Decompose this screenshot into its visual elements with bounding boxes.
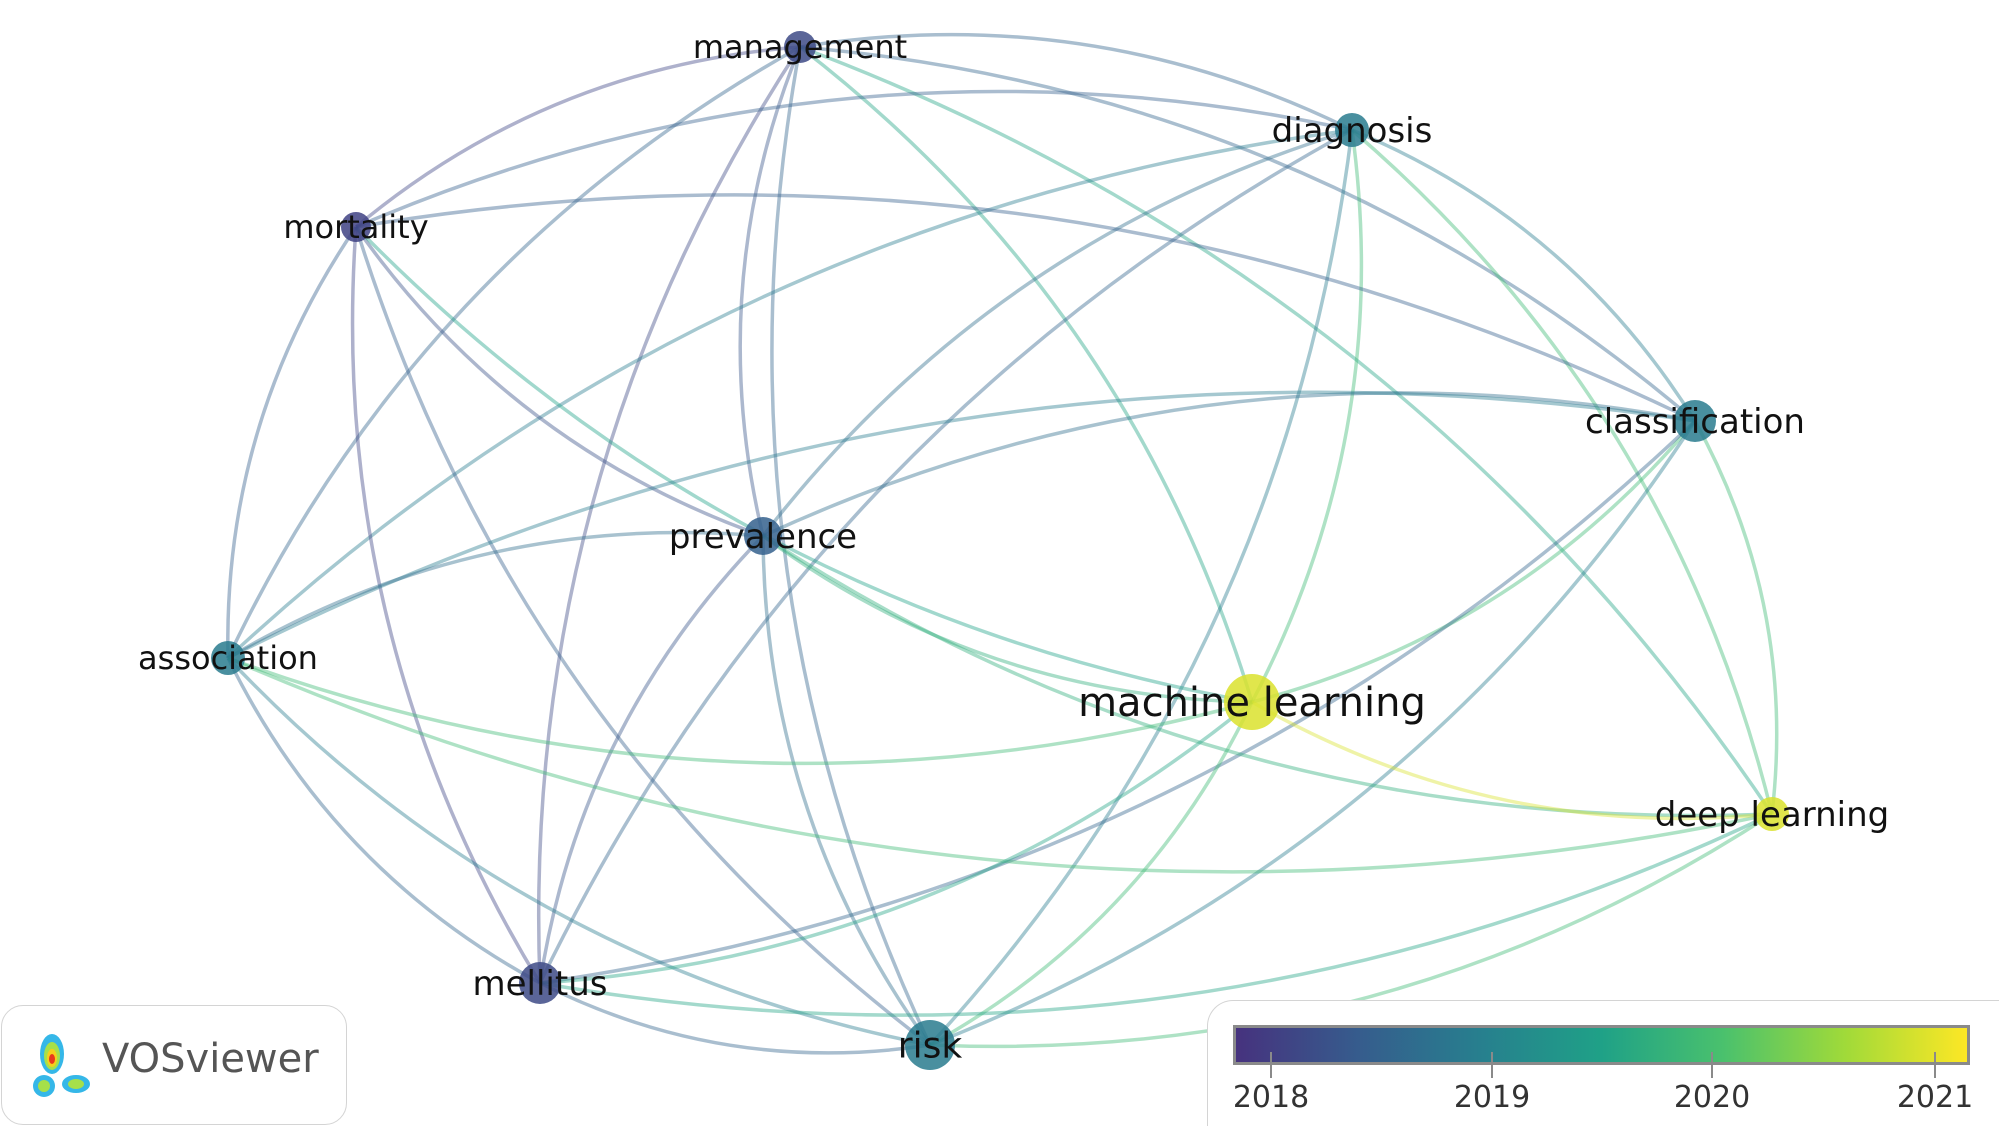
node-mortality[interactable]: [341, 212, 371, 242]
link-mortality-classification: [355, 193, 1696, 423]
vosviewer-logo-icon: [33, 1034, 90, 1097]
link-management-machine_learning: [798, 45, 1254, 703]
node-management[interactable]: [784, 31, 816, 63]
link-association-mellitus: [226, 657, 541, 985]
link-mortality-mellitus: [350, 226, 542, 984]
legend-tick-label: 2021: [1896, 1080, 1974, 1115]
link-classification-mellitus: [539, 419, 1697, 985]
link-diagnosis-deep_learning: [1350, 128, 1774, 815]
logo-text: VOSviewer: [102, 1036, 319, 1082]
link-diagnosis-risk: [928, 129, 1354, 1047]
link-management-risk: [770, 46, 932, 1046]
link-classification-association: [227, 390, 1696, 660]
link-management-diagnosis: [799, 32, 1353, 132]
year-colorbar: [1233, 1025, 1970, 1065]
link-machine_learning-risk: [929, 701, 1254, 1047]
node-label-risk: risk: [898, 1026, 963, 1067]
legend-tick: [1711, 1052, 1713, 1078]
link-prevalence-risk: [761, 535, 932, 1047]
link-mortality-prevalence: [354, 225, 764, 538]
link-association-machine_learning: [227, 656, 1253, 766]
legend-tick: [1491, 1052, 1493, 1078]
link-machine_learning-mellitus: [539, 700, 1254, 985]
node-label-classification: classification: [1585, 402, 1805, 442]
legend-tick-label: 2020: [1673, 1080, 1751, 1115]
node-label-management: management: [693, 28, 907, 66]
legend-tick-label: 2018: [1232, 1080, 1310, 1115]
link-classification-machine_learning: [1251, 419, 1697, 704]
link-prevalence-mellitus: [538, 534, 765, 984]
node-mellitus[interactable]: [519, 962, 561, 1004]
link-mortality-machine_learning: [354, 225, 1253, 704]
link-association-deep_learning: [227, 656, 1773, 874]
node-prevalence[interactable]: [744, 517, 782, 555]
link-mortality-risk: [354, 226, 932, 1047]
link-diagnosis-mortality: [355, 89, 1353, 229]
edge-layer: [226, 32, 1779, 1055]
link-diagnosis-classification: [1351, 128, 1697, 422]
vosviewer-logo-panel: VOSviewer: [1, 1005, 347, 1125]
node-label-diagnosis: diagnosis: [1272, 111, 1433, 151]
link-classification-risk: [929, 420, 1697, 1047]
link-association-risk: [226, 656, 931, 1047]
node-label-deep_learning: deep learning: [1655, 795, 1890, 835]
link-deep_learning-mellitus: [539, 812, 1773, 1017]
node-classification[interactable]: [1674, 400, 1716, 442]
link-management-mellitus: [536, 46, 802, 984]
link-machine_learning-deep_learning: [1251, 700, 1773, 821]
legend-tick-label: 2019: [1453, 1080, 1531, 1115]
link-management-classification: [799, 45, 1697, 423]
node-risk[interactable]: [905, 1020, 955, 1070]
link-prevalence-deep_learning: [762, 534, 1773, 818]
link-prevalence-machine_learning: [761, 534, 1253, 704]
link-management-deep_learning: [799, 45, 1774, 815]
node-label-mortality: mortality: [283, 208, 428, 246]
link-management-mortality: [354, 45, 801, 229]
link-mortality-association: [226, 226, 358, 659]
link-deep_learning-risk: [929, 812, 1773, 1049]
link-management-association: [226, 45, 801, 659]
link-diagnosis-association: [226, 128, 1353, 660]
link-diagnosis-mellitus: [538, 128, 1353, 984]
node-association[interactable]: [211, 641, 245, 675]
node-label-mellitus: mellitus: [473, 964, 608, 1004]
node-machine_learning[interactable]: [1224, 674, 1280, 730]
node-layer: [211, 31, 1789, 1070]
node-label-prevalence: prevalence: [669, 517, 857, 557]
legend-tick: [1934, 1052, 1936, 1078]
node-label-machine_learning: machine learning: [1078, 680, 1426, 726]
link-classification-deep_learning: [1693, 420, 1779, 815]
link-management-prevalence: [738, 46, 802, 537]
link-diagnosis-machine_learning: [1250, 129, 1364, 703]
link-mellitus-risk: [539, 981, 931, 1055]
node-diagnosis[interactable]: [1335, 113, 1369, 147]
link-classification-prevalence: [762, 391, 1696, 538]
link-prevalence-association: [227, 530, 764, 660]
link-diagnosis-prevalence: [761, 128, 1353, 538]
label-layer: management diagnosis mortality classificati…: [138, 28, 1889, 1066]
legend-tick: [1270, 1052, 1272, 1078]
node-label-association: association: [138, 639, 318, 677]
node-deep_learning[interactable]: [1755, 797, 1789, 831]
